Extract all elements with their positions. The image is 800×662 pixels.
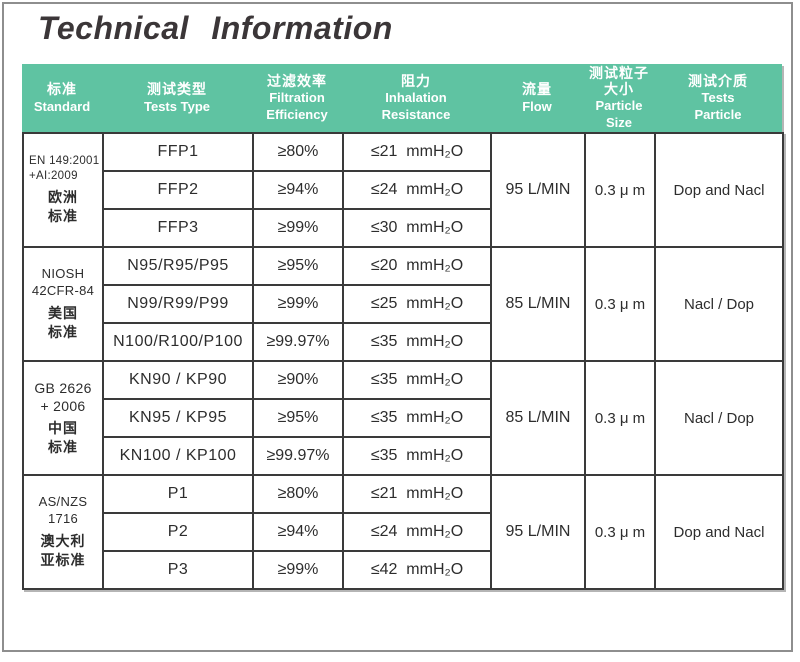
test-type-cell: N99/R99/P99 bbox=[102, 284, 254, 324]
resistance-cell: ≤24 mmH₂O bbox=[342, 512, 492, 552]
resistance-cell: ≤21 mmH₂O bbox=[342, 132, 492, 172]
efficiency-cell: ≥99.97% bbox=[252, 436, 344, 476]
header-flow-en: Flow bbox=[522, 98, 552, 114]
resistance-cell: ≤25 mmH₂O bbox=[342, 284, 492, 324]
flow-cell: 85 L/MIN bbox=[490, 246, 586, 362]
header-inhalation-resistance: 阻力 Inhalation Resistance bbox=[381, 73, 451, 123]
resistance-cell: ≤42 mmH₂O bbox=[342, 550, 492, 590]
efficiency-cell: ≥80% bbox=[252, 474, 344, 514]
test-type-cell: N95/R95/P95 bbox=[102, 246, 254, 286]
spec-table: 标准 Standard 测试类型 Tests Type 过滤效率 Filtrat… bbox=[22, 64, 784, 590]
flow-cell: 95 L/MIN bbox=[490, 132, 586, 248]
test-type-cell: P3 bbox=[102, 550, 254, 590]
header-filtration-zh: 过滤效率 bbox=[267, 73, 327, 90]
efficiency-cell: ≥95% bbox=[252, 398, 344, 438]
particle-size-cell: 0.3 μ m bbox=[584, 132, 656, 248]
header-particle-size: 测试粒子大小 Particle Size bbox=[584, 64, 654, 132]
table-row: KN95 / KP95 ≥95% ≤35 mmH₂O bbox=[23, 398, 783, 438]
table-row: KN100 / KP100 ≥99.97% ≤35 mmH₂O bbox=[23, 436, 783, 476]
resistance-cell: ≤35 mmH₂O bbox=[342, 360, 492, 400]
efficiency-cell: ≥99% bbox=[252, 550, 344, 590]
resistance-cell: ≤35 mmH₂O bbox=[342, 436, 492, 476]
table-row: GB 2626 + 2006 中国 标准 KN90 / KP90 ≥90% ≤3… bbox=[22, 360, 784, 476]
test-particle-cell: Nacl / Dop bbox=[654, 360, 784, 476]
header-tests-type-zh: 测试类型 bbox=[147, 81, 207, 98]
test-type-cell: KN90 / KP90 bbox=[102, 360, 254, 400]
efficiency-cell: ≥99.97% bbox=[252, 322, 344, 362]
table-row: N99/R99/P99 ≥99% ≤25 mmH₂O bbox=[23, 284, 783, 324]
standard-cell-niosh: NIOSH 42CFR-84 美国 标准 bbox=[22, 246, 104, 362]
efficiency-cell: ≥95% bbox=[252, 246, 344, 286]
header-standard-zh: 标准 bbox=[47, 81, 77, 98]
particle-size-cell: 0.3 μ m bbox=[584, 246, 656, 362]
standard-cell-gb2626: GB 2626 + 2006 中国 标准 bbox=[22, 360, 104, 476]
header-tests-type-en: Tests Type bbox=[144, 98, 210, 114]
resistance-cell: ≤35 mmH₂O bbox=[342, 322, 492, 362]
test-particle-cell: Dop and Nacl bbox=[654, 132, 784, 248]
resistance-cell: ≤35 mmH₂O bbox=[342, 398, 492, 438]
test-type-cell: KN100 / KP100 bbox=[102, 436, 254, 476]
efficiency-cell: ≥99% bbox=[252, 284, 344, 324]
efficiency-cell: ≥94% bbox=[252, 170, 344, 210]
table-row: FFP2 ≥94% ≤24 mmH₂O bbox=[23, 170, 783, 210]
efficiency-cell: ≥94% bbox=[252, 512, 344, 552]
page-title: Technical Information bbox=[38, 10, 393, 46]
test-type-cell: N100/R100/P100 bbox=[102, 322, 254, 362]
particle-size-cell: 0.3 μ m bbox=[584, 360, 656, 476]
standard-cell-asnzs: AS/NZS 1716 澳大利 亚标准 bbox=[22, 474, 104, 590]
test-type-cell: FFP1 bbox=[102, 132, 254, 172]
test-type-cell: FFP3 bbox=[102, 208, 254, 248]
particle-size-cell: 0.3 μ m bbox=[584, 474, 656, 590]
test-type-cell: P2 bbox=[102, 512, 254, 552]
efficiency-cell: ≥99% bbox=[252, 208, 344, 248]
header-resistance-zh: 阻力 bbox=[401, 73, 431, 90]
test-particle-cell: Dop and Nacl bbox=[654, 474, 784, 590]
efficiency-cell: ≥80% bbox=[252, 132, 344, 172]
table-row: P2 ≥94% ≤24 mmH₂O bbox=[23, 512, 783, 552]
table-body: EN 149:2001 +AI:2009 欧洲 标准 FFP1 ≥80% ≤21… bbox=[22, 132, 784, 590]
header-tests-particle-zh: 测试介质 bbox=[688, 73, 748, 90]
table-row: FFP3 ≥99% ≤30 mmH₂O bbox=[23, 208, 783, 248]
standard-cell-en149: EN 149:2001 +AI:2009 欧洲 标准 bbox=[22, 132, 104, 248]
table-row: AS/NZS 1716 澳大利 亚标准 P1 ≥80% ≤21 mmH₂O 95… bbox=[22, 474, 784, 590]
header-particle-size-zh: 测试粒子大小 bbox=[589, 64, 649, 98]
flow-cell: 85 L/MIN bbox=[490, 360, 586, 476]
table-row: P3 ≥99% ≤42 mmH₂O bbox=[23, 550, 783, 590]
test-particle-cell: Nacl / Dop bbox=[654, 246, 784, 362]
efficiency-cell: ≥90% bbox=[252, 360, 344, 400]
page-frame: Technical Information 标准 Standard 测试类型 T… bbox=[2, 2, 793, 652]
header-filtration-efficiency: 过滤效率 Filtration Efficiency bbox=[266, 73, 328, 123]
header-tests-particle: 测试介质 Tests Particle bbox=[688, 73, 748, 123]
test-type-cell: FFP2 bbox=[102, 170, 254, 210]
header-standard: 标准 Standard bbox=[22, 64, 102, 132]
header-flow: 流量 Flow bbox=[490, 64, 584, 132]
header-standard-en: Standard bbox=[33, 98, 91, 114]
table-row: EN 149:2001 +AI:2009 欧洲 标准 FFP1 ≥80% ≤21… bbox=[22, 132, 784, 248]
resistance-cell: ≤21 mmH₂O bbox=[342, 474, 492, 514]
test-type-cell: P1 bbox=[102, 474, 254, 514]
header-flow-zh: 流量 bbox=[522, 81, 552, 98]
table-row: N100/R100/P100 ≥99.97% ≤35 mmH₂O bbox=[23, 322, 783, 362]
table-row: NIOSH 42CFR-84 美国 标准 N95/R95/P95 ≥95% ≤2… bbox=[22, 246, 784, 362]
table-header-row: 标准 Standard 测试类型 Tests Type 过滤效率 Filtrat… bbox=[22, 64, 782, 132]
header-tests-type: 测试类型 Tests Type bbox=[102, 64, 252, 132]
test-type-cell: KN95 / KP95 bbox=[102, 398, 254, 438]
resistance-cell: ≤20 mmH₂O bbox=[342, 246, 492, 286]
flow-cell: 95 L/MIN bbox=[490, 474, 586, 590]
resistance-cell: ≤30 mmH₂O bbox=[342, 208, 492, 248]
resistance-cell: ≤24 mmH₂O bbox=[342, 170, 492, 210]
